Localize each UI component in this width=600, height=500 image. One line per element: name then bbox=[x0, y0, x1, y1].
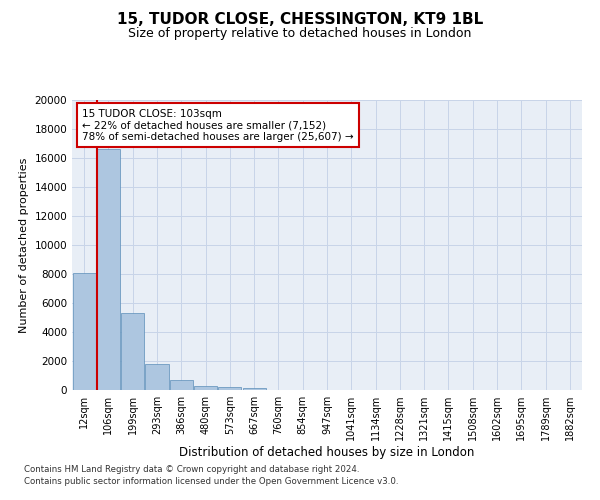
Bar bbox=[121, 313, 144, 390]
Bar bbox=[97, 150, 120, 390]
Text: 15 TUDOR CLOSE: 103sqm
← 22% of detached houses are smaller (7,152)
78% of semi-: 15 TUDOR CLOSE: 103sqm ← 22% of detached… bbox=[82, 108, 354, 142]
Bar bbox=[194, 386, 217, 390]
Bar bbox=[145, 364, 169, 390]
Text: Size of property relative to detached houses in London: Size of property relative to detached ho… bbox=[128, 28, 472, 40]
Y-axis label: Number of detached properties: Number of detached properties bbox=[19, 158, 29, 332]
Bar bbox=[170, 380, 193, 390]
Bar bbox=[73, 272, 95, 390]
Text: Contains HM Land Registry data © Crown copyright and database right 2024.: Contains HM Land Registry data © Crown c… bbox=[24, 466, 359, 474]
Bar bbox=[218, 388, 241, 390]
Text: Contains public sector information licensed under the Open Government Licence v3: Contains public sector information licen… bbox=[24, 477, 398, 486]
Text: 15, TUDOR CLOSE, CHESSINGTON, KT9 1BL: 15, TUDOR CLOSE, CHESSINGTON, KT9 1BL bbox=[117, 12, 483, 28]
Bar bbox=[242, 388, 266, 390]
X-axis label: Distribution of detached houses by size in London: Distribution of detached houses by size … bbox=[179, 446, 475, 459]
